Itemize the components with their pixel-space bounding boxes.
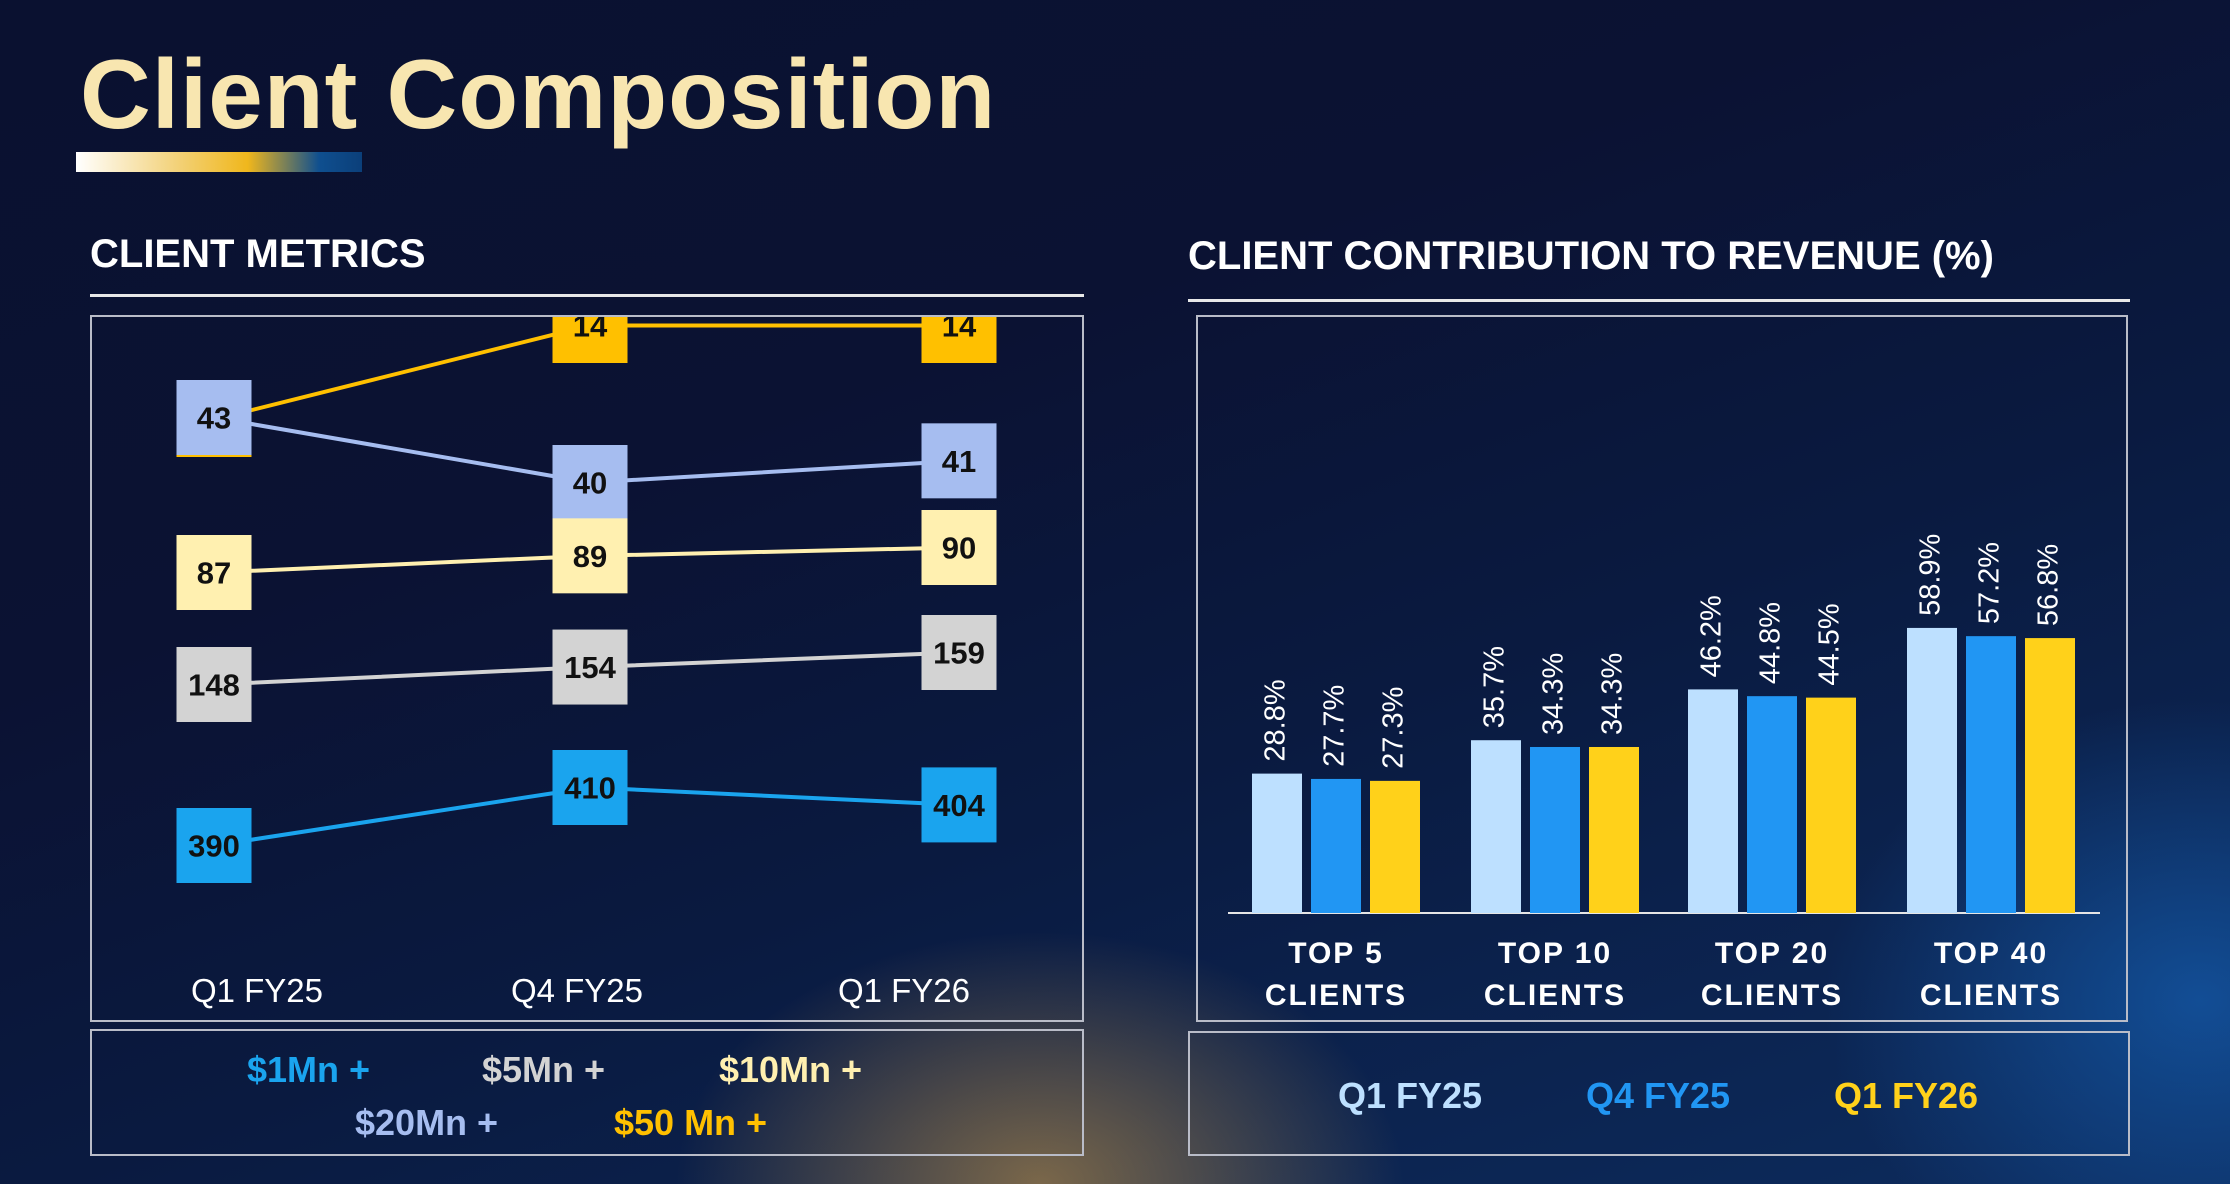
series-10mn-marker: [552, 518, 628, 594]
series-20mn-marker: [921, 423, 997, 499]
legend-5mn: $5Mn +: [482, 1049, 606, 1090]
revenue-contribution-rule: [1188, 299, 2130, 302]
x-tick-label: TOP 5: [1288, 937, 1384, 970]
bar: [1747, 696, 1797, 913]
x-tick-label: Q1 FY26: [838, 972, 970, 1009]
x-tick-label: CLIENTS: [1265, 979, 1407, 1012]
series-5mn-marker: [552, 629, 628, 705]
revenue-contribution-bar-chart: 28.8% 27.7% 27.3% TOP 5 CLIENTS 35.7% 34.3% 34.…: [1228, 534, 2100, 1012]
series-20mn-value-label: 41: [942, 444, 976, 479]
series-10mn-marker: [176, 535, 252, 610]
series-10mn-marker: [921, 510, 997, 585]
series-5mn-value-label: 159: [933, 636, 985, 671]
series-1mn-marker: [176, 808, 252, 883]
bar-value-label: 58.9%: [1915, 534, 1947, 616]
bar: [1252, 773, 1302, 913]
bar-value-label: 44.5%: [1814, 603, 1846, 685]
revenue-contribution-title: CLIENT CONTRIBUTION TO REVENUE (%): [1188, 234, 1994, 278]
x-tick-label: Q4 FY25: [511, 972, 643, 1009]
series-50mn-value-label: 14: [942, 317, 977, 344]
bar: [1966, 636, 2016, 913]
revenue-contribution-chart-frame: 28.8% 27.7% 27.3% TOP 5 CLIENTS 35.7% 34.3% 34.…: [1196, 315, 2128, 1022]
series-1mn-value-label: 390: [188, 829, 240, 864]
page-title: Client Composition: [80, 39, 997, 149]
series-20mn-value-label: 43: [197, 401, 231, 436]
bar-value-label: 27.7%: [1319, 685, 1351, 767]
series-1mn-value-label: 404: [933, 788, 985, 823]
client-metrics-chart-frame: 121414434041878990148154159390410404Q1 F…: [90, 288, 1084, 1022]
series-1mn-value-label: 410: [564, 771, 616, 806]
bar-value-label: 35.7%: [1479, 646, 1511, 728]
series-5mn-value-label: 148: [188, 668, 240, 703]
x-tick-label: CLIENTS: [1701, 979, 1843, 1012]
title-underline: [76, 152, 362, 172]
x-tick-label: Q1 FY25: [191, 972, 323, 1009]
client-metrics-line-chart: 121414434041878990148154159390410404Q1 F…: [176, 288, 997, 1009]
legend-1mn: $1Mn +: [247, 1049, 371, 1090]
series-5mn-value-label: 154: [564, 650, 616, 685]
series-10mn-value-label: 90: [942, 531, 976, 566]
legend-50mn: $50 Mn +: [614, 1102, 768, 1143]
series-20mn-marker: [176, 380, 252, 455]
bar: [1311, 778, 1361, 913]
series-1mn-marker: [921, 767, 997, 843]
bar: [1530, 746, 1580, 913]
series-20mn-marker: [552, 445, 628, 520]
bar-value-label: 34.3%: [1597, 653, 1629, 735]
bar: [1471, 740, 1521, 913]
bar-value-label: 44.8%: [1755, 602, 1787, 684]
x-tick-label: CLIENTS: [1920, 979, 2062, 1012]
series-5mn-marker: [176, 647, 252, 722]
bar: [1589, 746, 1639, 913]
series-10mn-value-label: 87: [197, 556, 231, 591]
legend-q1fy25: Q1 FY25: [1338, 1075, 1483, 1116]
bar: [2025, 638, 2075, 913]
bar-value-label: 27.3%: [1378, 687, 1410, 769]
legend-q4fy25: Q4 FY25: [1586, 1075, 1731, 1116]
x-tick-label: TOP 40: [1934, 937, 2048, 970]
legend-q1fy26: Q1 FY26: [1834, 1075, 1979, 1116]
client-metrics-legend: $1Mn + $5Mn + $10Mn + $20Mn + $50 Mn +: [90, 1029, 1084, 1156]
bar: [1806, 697, 1856, 913]
series-50mn-value-label: 14: [573, 317, 608, 344]
series-5mn-marker: [921, 615, 997, 690]
x-tick-label: CLIENTS: [1484, 979, 1626, 1012]
client-metrics-rule: [90, 294, 1084, 297]
legend-20mn: $20Mn +: [355, 1102, 499, 1143]
series-20mn-value-label: 40: [573, 466, 607, 501]
legend-10mn: $10Mn +: [719, 1049, 863, 1090]
revenue-contribution-legend: Q1 FY25 Q4 FY25 Q1 FY26: [1188, 1031, 2130, 1156]
series-10mn-value-label: 89: [573, 539, 607, 574]
bar-value-label: 57.2%: [1974, 542, 2006, 624]
series-1mn-marker: [552, 750, 628, 825]
bar-value-label: 28.8%: [1260, 679, 1292, 761]
bar: [1370, 780, 1420, 913]
bar-value-label: 34.3%: [1538, 653, 1570, 735]
x-tick-label: TOP 20: [1715, 937, 1829, 970]
x-tick-label: TOP 10: [1498, 937, 1612, 970]
bar-value-label: 46.2%: [1696, 595, 1728, 677]
bar-value-label: 56.8%: [2033, 544, 2065, 626]
client-metrics-title: CLIENT METRICS: [90, 232, 426, 276]
bar: [1907, 627, 1957, 913]
bar: [1688, 689, 1738, 913]
